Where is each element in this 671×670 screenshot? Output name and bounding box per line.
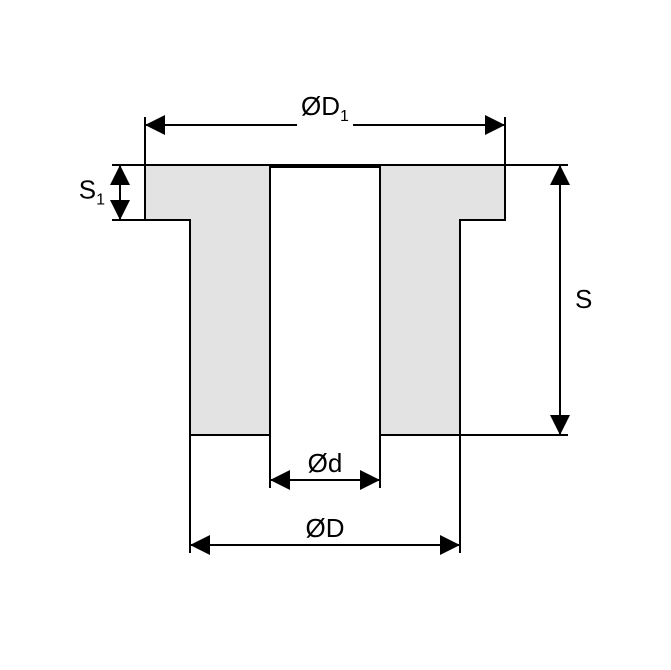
bushing-diagram: ØD1 S1 S Ød ØD [0,0,671,670]
label-d-outer: ØD [306,513,345,543]
label-s: S [575,284,592,314]
label-s1: S1 [79,175,105,209]
label-d-inner: Ød [308,448,343,478]
bushing-cross-section [145,165,505,435]
